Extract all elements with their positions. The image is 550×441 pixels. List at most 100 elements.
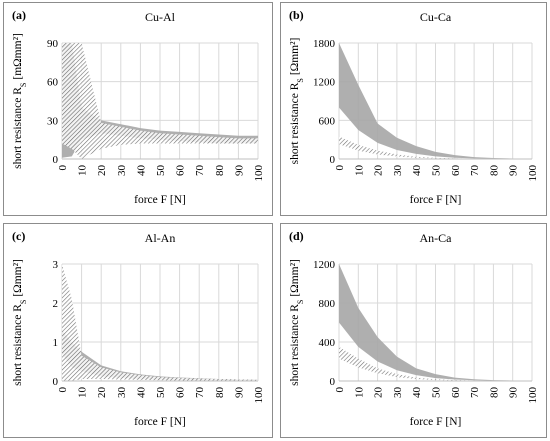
- x-tick-label: 20: [96, 165, 108, 177]
- x-tick-label: 100: [527, 387, 539, 404]
- y-axis-label-main: short resistance R: [289, 82, 301, 164]
- x-axis-label: force F [N]: [410, 416, 462, 428]
- y-tick-label: 2: [53, 298, 59, 310]
- chart-panel-d: (d) An-Ca 0 10 20 30 40 50 60 70 80 90 100 0 400 800 120…: [280, 223, 547, 438]
- x-tick-label: 100: [527, 165, 539, 182]
- x-tick-label: 70: [469, 165, 481, 177]
- band-series-1: [339, 264, 532, 381]
- chart-title: Al-An: [145, 231, 176, 245]
- x-tick-label: 50: [431, 165, 443, 177]
- y-tick-label: 1200: [313, 259, 336, 271]
- x-tick-label: 40: [411, 387, 423, 399]
- x-tick-label: 20: [373, 387, 385, 399]
- chart-title: Cu-Ca: [420, 10, 452, 24]
- y-tick-label: 3: [53, 259, 59, 271]
- chart-panel-c: (c) Al-An 0 10 20 30 40 50 60 70 80 90 100 0 1 2 3 force …: [3, 223, 273, 438]
- x-tick-label: 10: [353, 387, 365, 399]
- y-axis-label-main: short resistance R: [12, 304, 24, 386]
- x-tick-label: 50: [431, 387, 443, 399]
- chart-title: Cu-Al: [145, 10, 176, 24]
- x-tick-label: 40: [135, 387, 147, 399]
- x-tick-label: 70: [469, 387, 481, 399]
- x-tick-label: 60: [175, 165, 187, 177]
- y-tick-label: 800: [319, 298, 336, 310]
- x-axis-label: force F [N]: [134, 194, 186, 206]
- x-tick-label: 60: [450, 165, 462, 177]
- x-tick-label: 0: [334, 165, 346, 171]
- band-series-2: [62, 264, 258, 381]
- x-tick-label: 60: [450, 387, 462, 399]
- x-tick-label: 80: [214, 165, 226, 177]
- x-tick-label: 90: [233, 387, 245, 399]
- band-series-2: [62, 43, 258, 159]
- x-tick-label: 30: [392, 387, 404, 399]
- y-tick-label: 90: [47, 38, 59, 50]
- x-axis-label: force F [N]: [134, 416, 186, 428]
- y-tick-label: 600: [319, 115, 336, 127]
- y-tick-label: 400: [319, 337, 336, 349]
- x-tick-label: 10: [77, 387, 89, 399]
- x-tick-label: 50: [155, 387, 167, 399]
- y-tick-label: 60: [47, 77, 59, 89]
- x-tick-label: 10: [353, 165, 365, 177]
- x-tick-label: 80: [214, 387, 226, 399]
- x-tick-label: 70: [194, 165, 206, 177]
- panel-label: (c): [12, 229, 25, 243]
- x-tick-label: 70: [194, 387, 206, 399]
- chart-svg: (d) An-Ca 0 10 20 30 40 50 60 70 80 90 100 0 400 800 120…: [289, 229, 539, 428]
- x-tick-label: 60: [175, 387, 187, 399]
- x-tick-label: 40: [411, 165, 423, 177]
- x-tick-label: 10: [77, 165, 89, 177]
- y-axis-label-main: short resistance R: [12, 87, 24, 169]
- x-tick-label: 30: [116, 165, 128, 177]
- y-axis-label: short resistance RS [Ωmm²]: [289, 38, 305, 165]
- chart-svg: (a) Cu-Al 0 10 20 30 40 50 60 70 80 90 100 0 30 60 90 for…: [12, 8, 265, 206]
- chart-title: An-Ca: [420, 231, 453, 245]
- band-series-2: [339, 346, 532, 381]
- y-axis-label-subscript: S: [296, 300, 305, 304]
- x-tick-label: 90: [508, 165, 520, 177]
- x-tick-label: 20: [373, 165, 385, 177]
- y-axis-label-unit: [mΩmm²]: [12, 33, 24, 80]
- chart-svg: (b) Cu-Ca 0 10 20 30 40 50 60 70 80 90 100 0 600 1200 18…: [289, 8, 539, 206]
- y-axis-label-subscript: S: [19, 300, 28, 304]
- x-tick-label: 80: [488, 165, 500, 177]
- band-series-1: [62, 330, 258, 381]
- band-series-2: [339, 136, 532, 159]
- panel-label: (b): [289, 8, 304, 22]
- y-axis-label-unit: [Ωmm²]: [289, 38, 301, 76]
- y-tick-label: 1: [53, 337, 59, 349]
- y-tick-label: 1200: [313, 77, 336, 89]
- y-axis-label: short resistance RS [mΩmm²]: [12, 33, 28, 169]
- chart-panel-b: (b) Cu-Ca 0 10 20 30 40 50 60 70 80 90 100 0 600 1200 18…: [280, 2, 547, 216]
- y-axis-label-subscript: S: [296, 78, 305, 82]
- x-tick-label: 30: [392, 165, 404, 177]
- x-tick-label: 100: [253, 165, 265, 182]
- panel-label: (d): [289, 229, 304, 243]
- y-axis-label: short resistance RS [Ωmm²]: [12, 259, 28, 386]
- y-tick-label: 0: [330, 376, 336, 388]
- x-tick-label: 0: [57, 387, 69, 393]
- y-tick-label: 0: [53, 154, 59, 166]
- y-axis-label-main: short resistance R: [289, 304, 301, 386]
- x-tick-label: 40: [135, 165, 147, 177]
- y-axis-label: short resistance RS [Ωmm²]: [289, 259, 305, 386]
- x-tick-label: 0: [334, 387, 346, 393]
- x-tick-label: 30: [116, 387, 128, 399]
- x-tick-label: 90: [508, 387, 520, 399]
- panel-label: (a): [12, 8, 26, 22]
- x-tick-label: 50: [155, 165, 167, 177]
- x-axis-label: force F [N]: [410, 194, 462, 206]
- y-axis-label-unit: [Ωmm²]: [12, 259, 24, 297]
- y-tick-label: 0: [330, 154, 336, 166]
- y-tick-label: 30: [47, 115, 59, 127]
- y-axis-label-unit: [Ωmm²]: [289, 259, 301, 297]
- x-tick-label: 100: [253, 387, 265, 404]
- x-tick-label: 0: [57, 165, 69, 171]
- x-tick-label: 90: [233, 165, 245, 177]
- x-tick-label: 80: [488, 387, 500, 399]
- x-tick-label: 20: [96, 387, 108, 399]
- y-tick-label: 0: [53, 376, 59, 388]
- chart-svg: (c) Al-An 0 10 20 30 40 50 60 70 80 90 100 0 1 2 3 force …: [12, 229, 265, 428]
- chart-panel-a: (a) Cu-Al 0 10 20 30 40 50 60 70 80 90 100 0 30 60 90 for…: [3, 2, 273, 216]
